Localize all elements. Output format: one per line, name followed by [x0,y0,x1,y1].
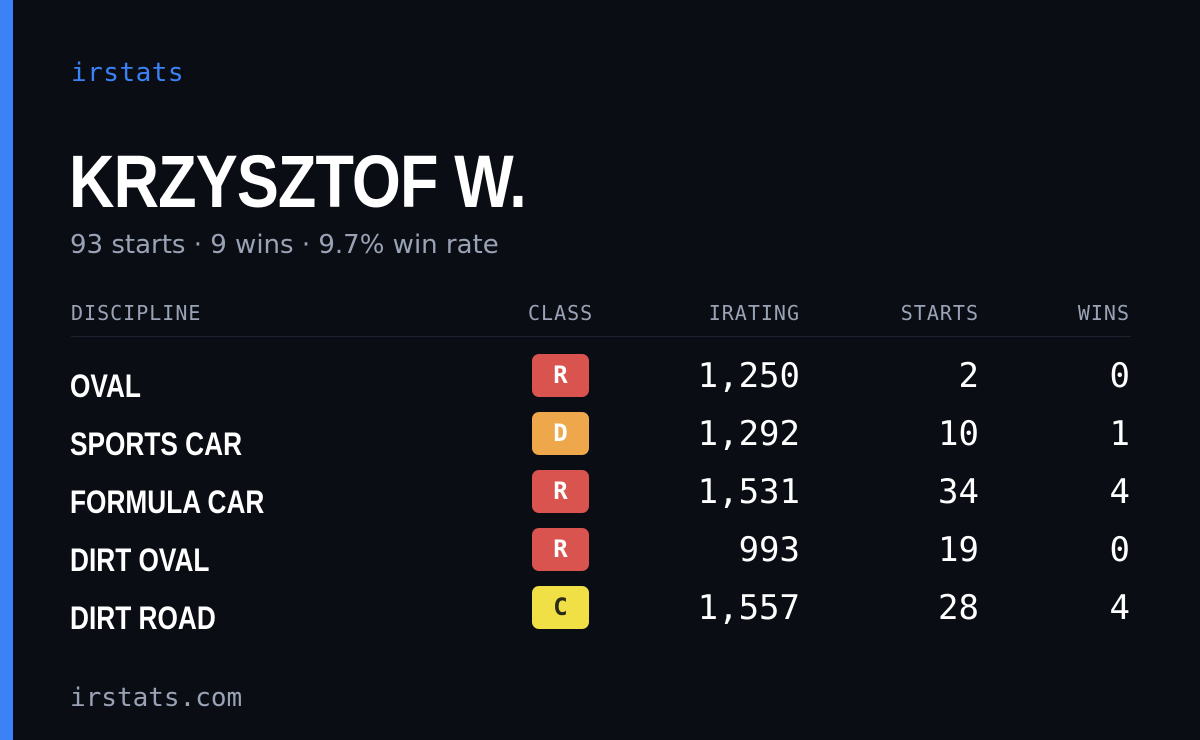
footer-url: irstats.com [70,683,243,713]
wins-value: 4 [1109,588,1130,628]
starts-value: 2 [958,356,979,396]
irating-value: 993 [738,530,800,570]
wins-value: 4 [1109,472,1130,512]
table-row: DIRT ROAD C 1,557 28 4 [0,586,1200,644]
starts-value: 28 [938,588,979,628]
wins-value: 0 [1109,530,1130,570]
column-header-wins: WINS [1077,301,1130,325]
class-badge: R [532,354,589,397]
discipline-name: FORMULA CAR [70,484,265,520]
irating-value: 1,292 [697,414,800,454]
column-header-starts: STARTS [900,301,979,325]
class-badge: D [532,412,589,455]
driver-summary: 93 starts · 9 wins · 9.7% win rate [70,230,499,260]
irating-value: 1,531 [697,472,800,512]
brand-logo-text: irstats [71,58,185,88]
wins-value: 1 [1109,414,1130,454]
class-badge: R [532,470,589,513]
discipline-name: DIRT OVAL [70,542,210,578]
table-row: SPORTS CAR D 1,292 10 1 [0,412,1200,470]
driver-name: KRZYSZTOF W. [69,140,527,223]
starts-value: 34 [938,472,979,512]
class-badge: R [532,528,589,571]
discipline-name: DIRT ROAD [70,600,216,636]
header-divider [71,336,1131,337]
irating-value: 1,557 [697,588,800,628]
table-row: OVAL R 1,250 2 0 [0,354,1200,412]
discipline-name: SPORTS CAR [70,426,243,462]
column-header-irating: IRATING [708,301,800,325]
column-header-discipline: DISCIPLINE [71,301,202,325]
table-row: DIRT OVAL R 993 19 0 [0,528,1200,586]
discipline-name: OVAL [70,368,141,404]
starts-value: 19 [938,530,979,570]
starts-value: 10 [938,414,979,454]
class-badge: C [532,586,589,629]
irating-value: 1,250 [697,356,800,396]
wins-value: 0 [1109,356,1130,396]
table-row: FORMULA CAR R 1,531 34 4 [0,470,1200,528]
accent-bar [0,0,13,740]
column-header-class: CLASS [528,301,594,325]
